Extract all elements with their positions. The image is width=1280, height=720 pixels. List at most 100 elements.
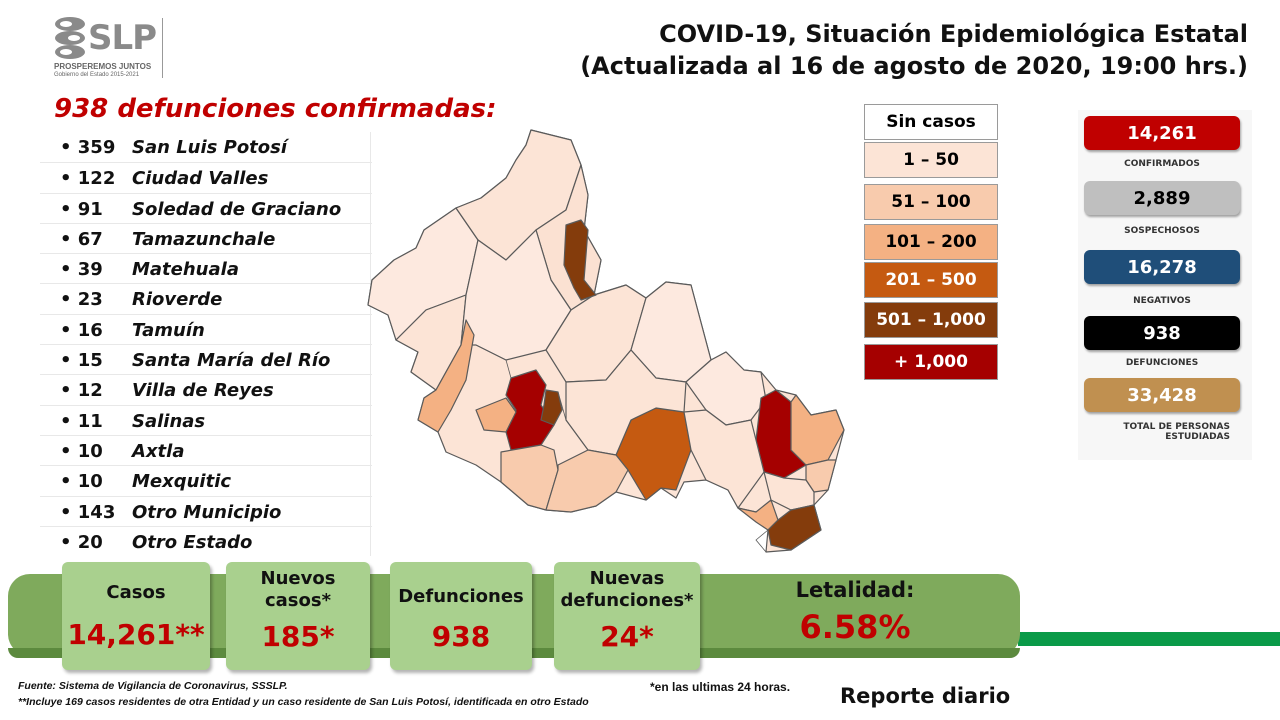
green-stripe <box>1018 632 1280 646</box>
title-line-1: COVID-19, Situación Epidemiológica Estat… <box>659 20 1248 48</box>
municipality-row: • 12 Villa de Reyes <box>40 374 372 404</box>
municipality-deaths-count: • 359 <box>60 137 116 158</box>
suspected-label: SOSPECHOSOS <box>1124 226 1200 236</box>
source-note: Fuente: Sistema de Vigilancia de Coronav… <box>18 680 288 692</box>
cases-card: Casos 14,261** <box>62 562 210 670</box>
municipality-deaths-count: • 11 <box>60 410 103 432</box>
municipality-row: • 20 Otro Estado <box>40 525 372 556</box>
state-map <box>367 129 845 553</box>
legend-item: Sin casos <box>864 104 998 140</box>
municipality-name: Salinas <box>132 410 206 432</box>
legend-item: 101 – 200 <box>864 224 998 260</box>
municipality-name: Soledad de Graciano <box>132 198 342 220</box>
legend-item: 51 – 100 <box>864 184 998 220</box>
map-division-2 <box>557 391 567 421</box>
municipality-row: • 143 Otro Municipio <box>40 495 372 526</box>
logo-text: SLP <box>88 18 157 58</box>
municipality-name: Tamazunchale <box>132 228 276 250</box>
legend-item: 201 – 500 <box>864 262 998 298</box>
slp-logo-icon <box>55 17 85 59</box>
studied-label-line-2: ESTUDIADAS <box>1165 432 1230 442</box>
municipality-row: • 15 Santa María del Río <box>40 344 372 374</box>
confirmed-label: CONFIRMADOS <box>1124 159 1200 169</box>
municipality-deaths-count: • 20 <box>60 531 103 553</box>
municipality-deaths-count: • 15 <box>60 350 103 372</box>
report-label: Reporte diario <box>840 684 1011 708</box>
municipality-name: Otro Estado <box>132 531 253 553</box>
municipality-deaths-count: • 12 <box>60 380 103 402</box>
map-region-mexquitic <box>475 397 517 433</box>
municipality-row: • 11 Salinas <box>40 404 372 435</box>
municipality-name: Matehuala <box>132 259 239 281</box>
map-region-huasteca-north <box>685 351 767 426</box>
studied-value: 33,428 <box>1084 378 1240 412</box>
municipality-name: Otro Municipio <box>132 501 282 523</box>
lethality-value: 6.58% <box>799 608 911 646</box>
municipality-name: San Luis Potosí <box>132 137 288 158</box>
municipality-deaths-count: • 10 <box>60 471 103 493</box>
municipality-row: • 10 Mexquitic <box>40 465 372 495</box>
municipality-name: Villa de Reyes <box>132 380 274 402</box>
municipality-row: • 67 Tamazunchale <box>40 222 372 253</box>
municipality-row: • 91 Soledad de Graciano <box>40 192 372 223</box>
map-region-matehuala <box>563 219 597 301</box>
municipality-name: Ciudad Valles <box>132 168 269 190</box>
legend-item: + 1,000 <box>864 344 998 380</box>
title-line-2: (Actualizada al 16 de agosto de 2020, 19… <box>580 52 1248 80</box>
new-deaths-card: Nuevas defunciones* 24* <box>554 562 700 670</box>
map-region-salinas <box>417 319 475 433</box>
map-region-santa-maria <box>545 449 629 513</box>
map-region-axtla <box>763 471 815 511</box>
map-region-tamazunchale <box>767 504 822 551</box>
new-cases-label-line-1: Nuevos <box>260 568 336 589</box>
page-title: COVID-19, Situación Epidemiológica Estat… <box>580 18 1248 82</box>
municipality-row: • 39 Matehuala <box>40 253 372 283</box>
municipality-name: Rioverde <box>132 289 223 311</box>
municipality-deaths-count: • 122 <box>60 168 116 190</box>
deaths-label: DEFUNCIONES <box>1125 358 1199 368</box>
deaths-heading: 938 defunciones confirmadas: <box>54 94 497 124</box>
cases-label: Casos <box>106 582 166 603</box>
municipality-name: Santa María del Río <box>132 350 331 372</box>
new-deaths-label-line-1: Nuevas <box>589 568 665 589</box>
logo-divider <box>162 18 163 78</box>
map-division-4 <box>805 479 829 493</box>
municipality-deaths-count: • 10 <box>60 440 103 462</box>
municipality-deaths-count: • 23 <box>60 289 103 311</box>
suspected-value: 2,889 <box>1084 181 1240 215</box>
logo-tagline: PROSPEREMOS JUNTOS <box>54 62 152 71</box>
new-cases-label-line-2: casos* <box>264 590 332 611</box>
negative-value: 16,278 <box>1084 250 1240 284</box>
map-region-tamuin <box>790 394 845 466</box>
deaths-card-value: 938 <box>431 620 491 653</box>
negative-label: NEGATIVOS <box>1133 296 1191 306</box>
deaths-by-municipality-list: • 359 San Luis Potosí • 122 Ciudad Valles • … <box>40 132 372 556</box>
map-division-1 <box>475 344 512 379</box>
logo-subtitle: Gobierno del Estado 2015-2021 <box>54 72 140 78</box>
new-cases-card: Nuevos casos* 185* <box>226 562 370 670</box>
municipality-row: • 122 Ciudad Valles <box>40 162 372 192</box>
legend-item: 1 – 50 <box>864 142 998 178</box>
new-deaths-value: 24* <box>600 620 654 653</box>
municipality-row: • 10 Axtla <box>40 434 372 465</box>
deaths-value: 938 <box>1084 316 1240 350</box>
footnote: **Incluye 169 casos residentes de otra E… <box>18 696 589 708</box>
lethality-label: Letalidad: <box>795 578 915 602</box>
stats-panel: 14,261 CONFIRMADOS 2,889 SOSPECHOSOS 16,… <box>1078 110 1252 460</box>
last-24h-note: *en las ultimas 24 horas. <box>650 680 791 694</box>
municipality-deaths-count: • 91 <box>60 198 103 220</box>
new-deaths-label-line-2: defunciones* <box>560 590 694 611</box>
municipality-deaths-count: • 143 <box>60 501 116 523</box>
map-division-5 <box>755 529 769 553</box>
municipality-deaths-count: • 67 <box>60 228 103 250</box>
cases-value: 14,261** <box>67 618 205 651</box>
municipality-row: • 23 Rioverde <box>40 283 372 313</box>
list-divider <box>370 132 371 556</box>
legend-item: 501 – 1,000 <box>864 302 998 338</box>
municipality-row: • 359 San Luis Potosí <box>40 132 372 162</box>
municipality-row: • 16 Tamuín <box>40 313 372 344</box>
confirmed-value: 14,261 <box>1084 116 1240 150</box>
municipality-deaths-count: • 16 <box>60 319 103 341</box>
municipality-name: Axtla <box>132 440 185 462</box>
deaths-card: Defunciones 938 <box>390 562 532 670</box>
